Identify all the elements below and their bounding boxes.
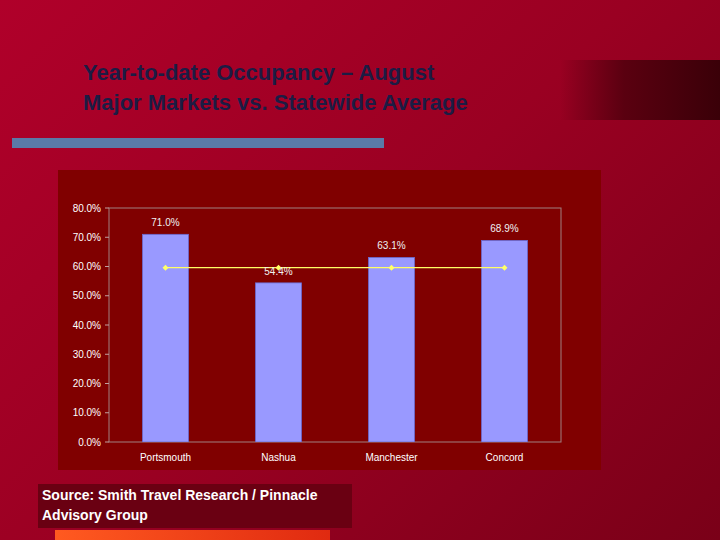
marker: [389, 265, 395, 271]
source-note: Source: Smith Travel Research / Pinnacle…: [38, 484, 352, 528]
marker: [502, 265, 508, 271]
data-label: 63.1%: [377, 240, 405, 251]
y-tick: [105, 412, 109, 413]
x-tick-label: Portsmouth: [140, 452, 191, 463]
y-tick: [105, 237, 109, 238]
title: Year-to-date Occupancy – August: [83, 58, 468, 88]
y-tick: [105, 442, 109, 443]
chart: 0.0% 10.0% 20.0% 30.0% 40.0% 50.0% 60.0% 70.0% 8…: [0, 0, 720, 540]
data-label: 71.0%: [151, 217, 179, 228]
y-tick-label: 10.0%: [73, 407, 101, 418]
y-tick: [105, 266, 109, 267]
y-tick-label: 60.0%: [73, 261, 101, 272]
y-tick: [105, 295, 109, 296]
bar: [369, 257, 415, 442]
y-tick: [105, 208, 109, 209]
y-tick-label: 20.0%: [73, 378, 101, 389]
bar: [143, 234, 189, 442]
y-tick-label: 50.0%: [73, 290, 101, 301]
data-labels: 71.0% 54.4% 63.1% 68.9%: [151, 217, 518, 277]
y-tick: [105, 383, 109, 384]
x-tick-label: Concord: [486, 452, 524, 463]
y-tick: [105, 354, 109, 355]
title-rule: [12, 138, 384, 148]
data-label: 54.4%: [264, 266, 292, 277]
y-tick-label: 40.0%: [73, 320, 101, 331]
x-tick-label: Nashua: [261, 452, 296, 463]
plot-frame: [109, 208, 561, 442]
x-tick-label: Manchester: [365, 452, 418, 463]
chart-panel: [58, 170, 601, 470]
y-tick: [105, 325, 109, 326]
title-block: Year-to-date Occupancy – AugustMajor Mar…: [83, 58, 468, 118]
bar: [482, 240, 528, 442]
line: [166, 267, 505, 268]
y-tick-label: 0.0%: [78, 437, 101, 448]
decor-band: [560, 60, 720, 120]
data-label: 68.9%: [490, 223, 518, 234]
bar: [256, 283, 302, 442]
marks: [143, 234, 528, 442]
subtitle: Major Markets vs. Statewide Average: [83, 88, 468, 118]
y-tick-label: 70.0%: [73, 232, 101, 243]
decor-bar: [55, 530, 330, 540]
y-tick-label: 30.0%: [73, 349, 101, 360]
marker: [163, 265, 169, 271]
y-tick-label: 80.0%: [73, 203, 101, 214]
